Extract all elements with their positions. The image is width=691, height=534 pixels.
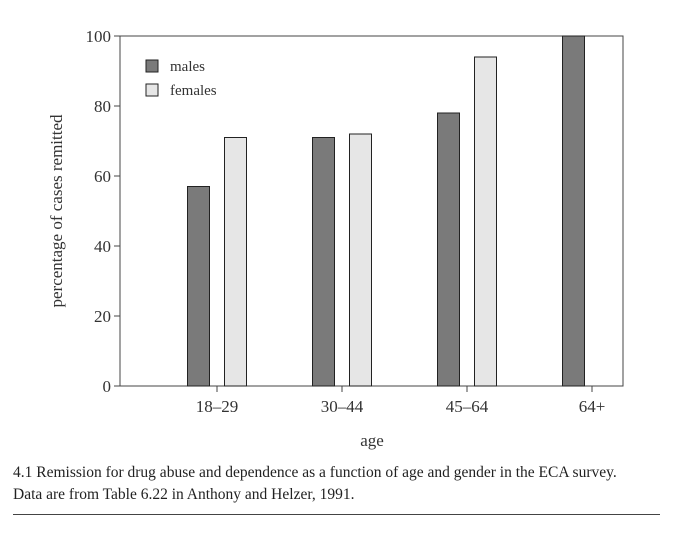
- legend-swatch-females: [145, 83, 159, 97]
- x-tick-label: 45–64: [446, 397, 489, 416]
- y-tick-label: 60: [94, 167, 111, 186]
- x-tick-label: 30–44: [321, 397, 364, 416]
- caption-rule: [13, 514, 660, 515]
- caption-line-2: Data are from Table 6.22 in Anthony and …: [13, 486, 355, 503]
- bar-females-1: [349, 133, 372, 387]
- legend-label-females: females: [170, 83, 217, 99]
- x-axis-label: age: [360, 431, 384, 450]
- caption-line-1: 4.1 Remission for drug abuse and depende…: [13, 464, 617, 481]
- y-tick-label: 80: [94, 97, 111, 116]
- y-tick-label: 20: [94, 307, 111, 326]
- x-tick-label: 18–29: [196, 397, 239, 416]
- x-tick-label: 64+: [579, 397, 606, 416]
- legend: males females: [145, 59, 217, 99]
- bars-group: [187, 35, 585, 387]
- x-axis: 18–29 30–44 45–64 64+: [196, 386, 606, 416]
- bar-females-2: [474, 56, 497, 387]
- y-tick-label: 100: [86, 27, 112, 46]
- legend-label-males: males: [170, 59, 205, 75]
- y-tick-label: 0: [103, 377, 112, 396]
- legend-swatch-males: [145, 59, 159, 73]
- bar-males-0: [187, 186, 210, 387]
- bar-chart: 0 20 40 60 80 100 18–29 30–44 45–64 64+ males fem…: [47, 27, 624, 450]
- bar-females-0: [224, 137, 247, 387]
- bar-males-3: [562, 35, 585, 387]
- figure-caption: 4.1 Remission for drug abuse and depende…: [13, 462, 673, 506]
- y-axis-label: percentage of cases remitted: [47, 114, 66, 308]
- y-tick-label: 40: [94, 237, 111, 256]
- bar-males-2: [437, 112, 460, 387]
- bar-males-1: [312, 137, 335, 387]
- y-axis: 0 20 40 60 80 100: [86, 27, 120, 396]
